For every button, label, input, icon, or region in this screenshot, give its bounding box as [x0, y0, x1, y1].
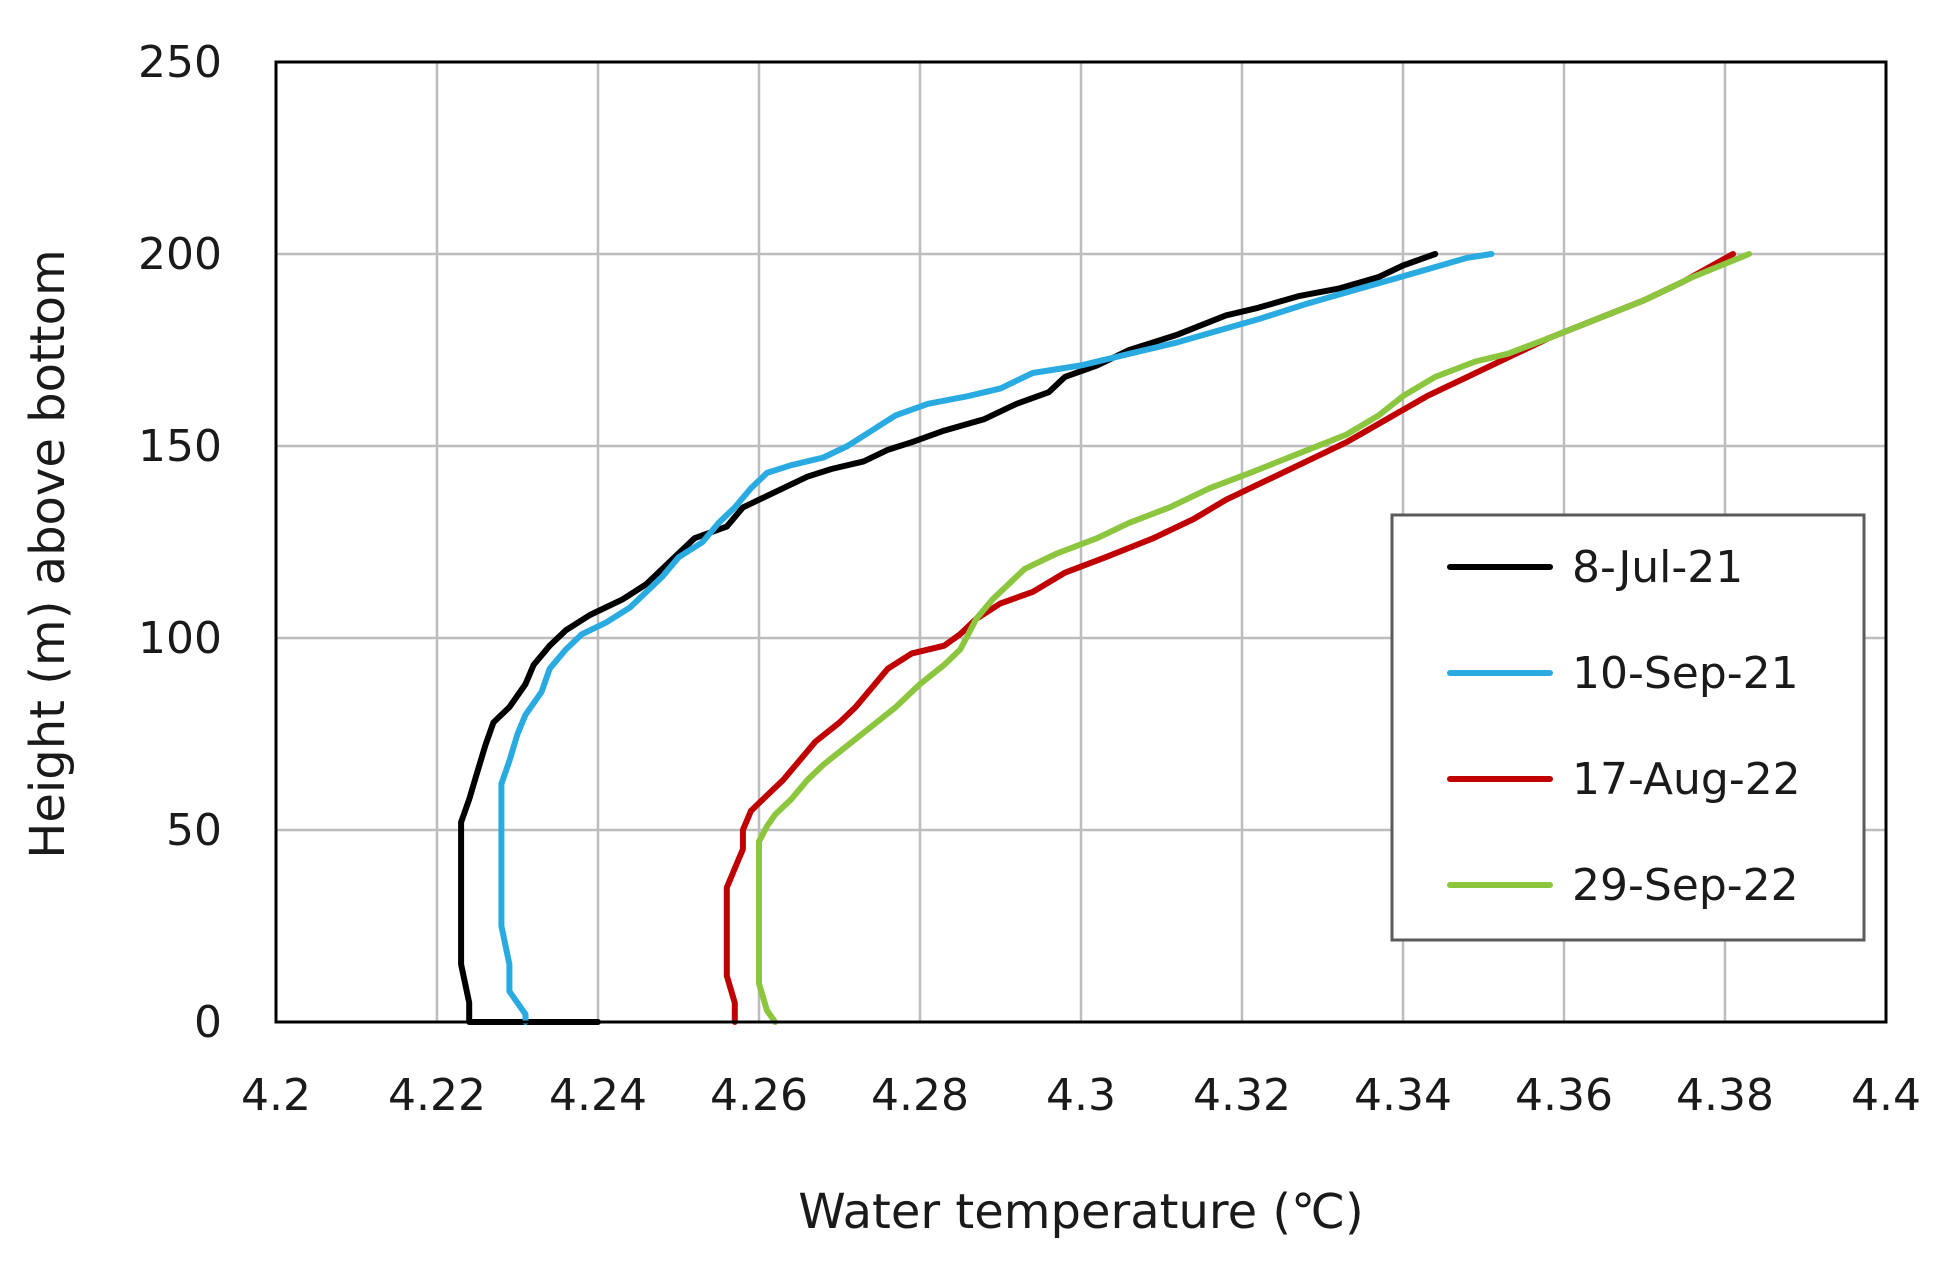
y-tick-label: 150 [138, 421, 222, 472]
x-tick-label: 4.2 [241, 1070, 311, 1121]
y-axis-title: Height (m) above bottom [20, 249, 76, 858]
legend-label-4: 29-Sep-22 [1572, 860, 1799, 911]
legend: 8-Jul-21 10-Sep-21 17-Aug-22 29-Sep-22 [1390, 513, 1866, 942]
x-tick-label: 4.34 [1354, 1070, 1452, 1121]
x-axis-title: Water temperature (℃) [798, 1184, 1363, 1240]
x-tick-label: 4.28 [871, 1070, 969, 1121]
y-tick-labels: 0 50 100 150 200 250 [138, 37, 222, 1048]
x-tick-label: 4.24 [549, 1070, 647, 1121]
legend-label-2: 10-Sep-21 [1572, 648, 1799, 699]
series-line-4 [756, 251, 1753, 1025]
y-tick-label: 50 [166, 805, 222, 856]
y-tick-label: 250 [138, 37, 222, 88]
x-tick-label: 4.38 [1676, 1070, 1774, 1121]
x-tick-label: 4.22 [388, 1070, 486, 1121]
series-line-1 [458, 251, 1439, 1025]
y-tick-label: 200 [138, 229, 222, 280]
x-tick-label: 4.3 [1046, 1070, 1116, 1121]
plot-frame [274, 60, 1888, 1024]
x-tick-label: 4.32 [1193, 1070, 1291, 1121]
legend-label-1: 8-Jul-21 [1572, 542, 1743, 593]
x-tick-label: 4.4 [1851, 1070, 1921, 1121]
y-tick-label: 0 [194, 997, 222, 1048]
y-tick-label: 100 [138, 613, 222, 664]
series-line-3 [723, 251, 1736, 1025]
x-tick-label: 4.36 [1515, 1070, 1613, 1121]
legend-box [1390, 513, 1866, 942]
x-tick-label: 4.26 [710, 1070, 808, 1121]
legend-label-3: 17-Aug-22 [1572, 754, 1801, 805]
series-line-2 [498, 251, 1495, 1025]
series-layer [458, 251, 1753, 1025]
x-tick-labels: 4.2 4.22 4.24 4.26 4.28 4.3 4.32 4.34 4.36 4.38 4.… [241, 1070, 1921, 1121]
